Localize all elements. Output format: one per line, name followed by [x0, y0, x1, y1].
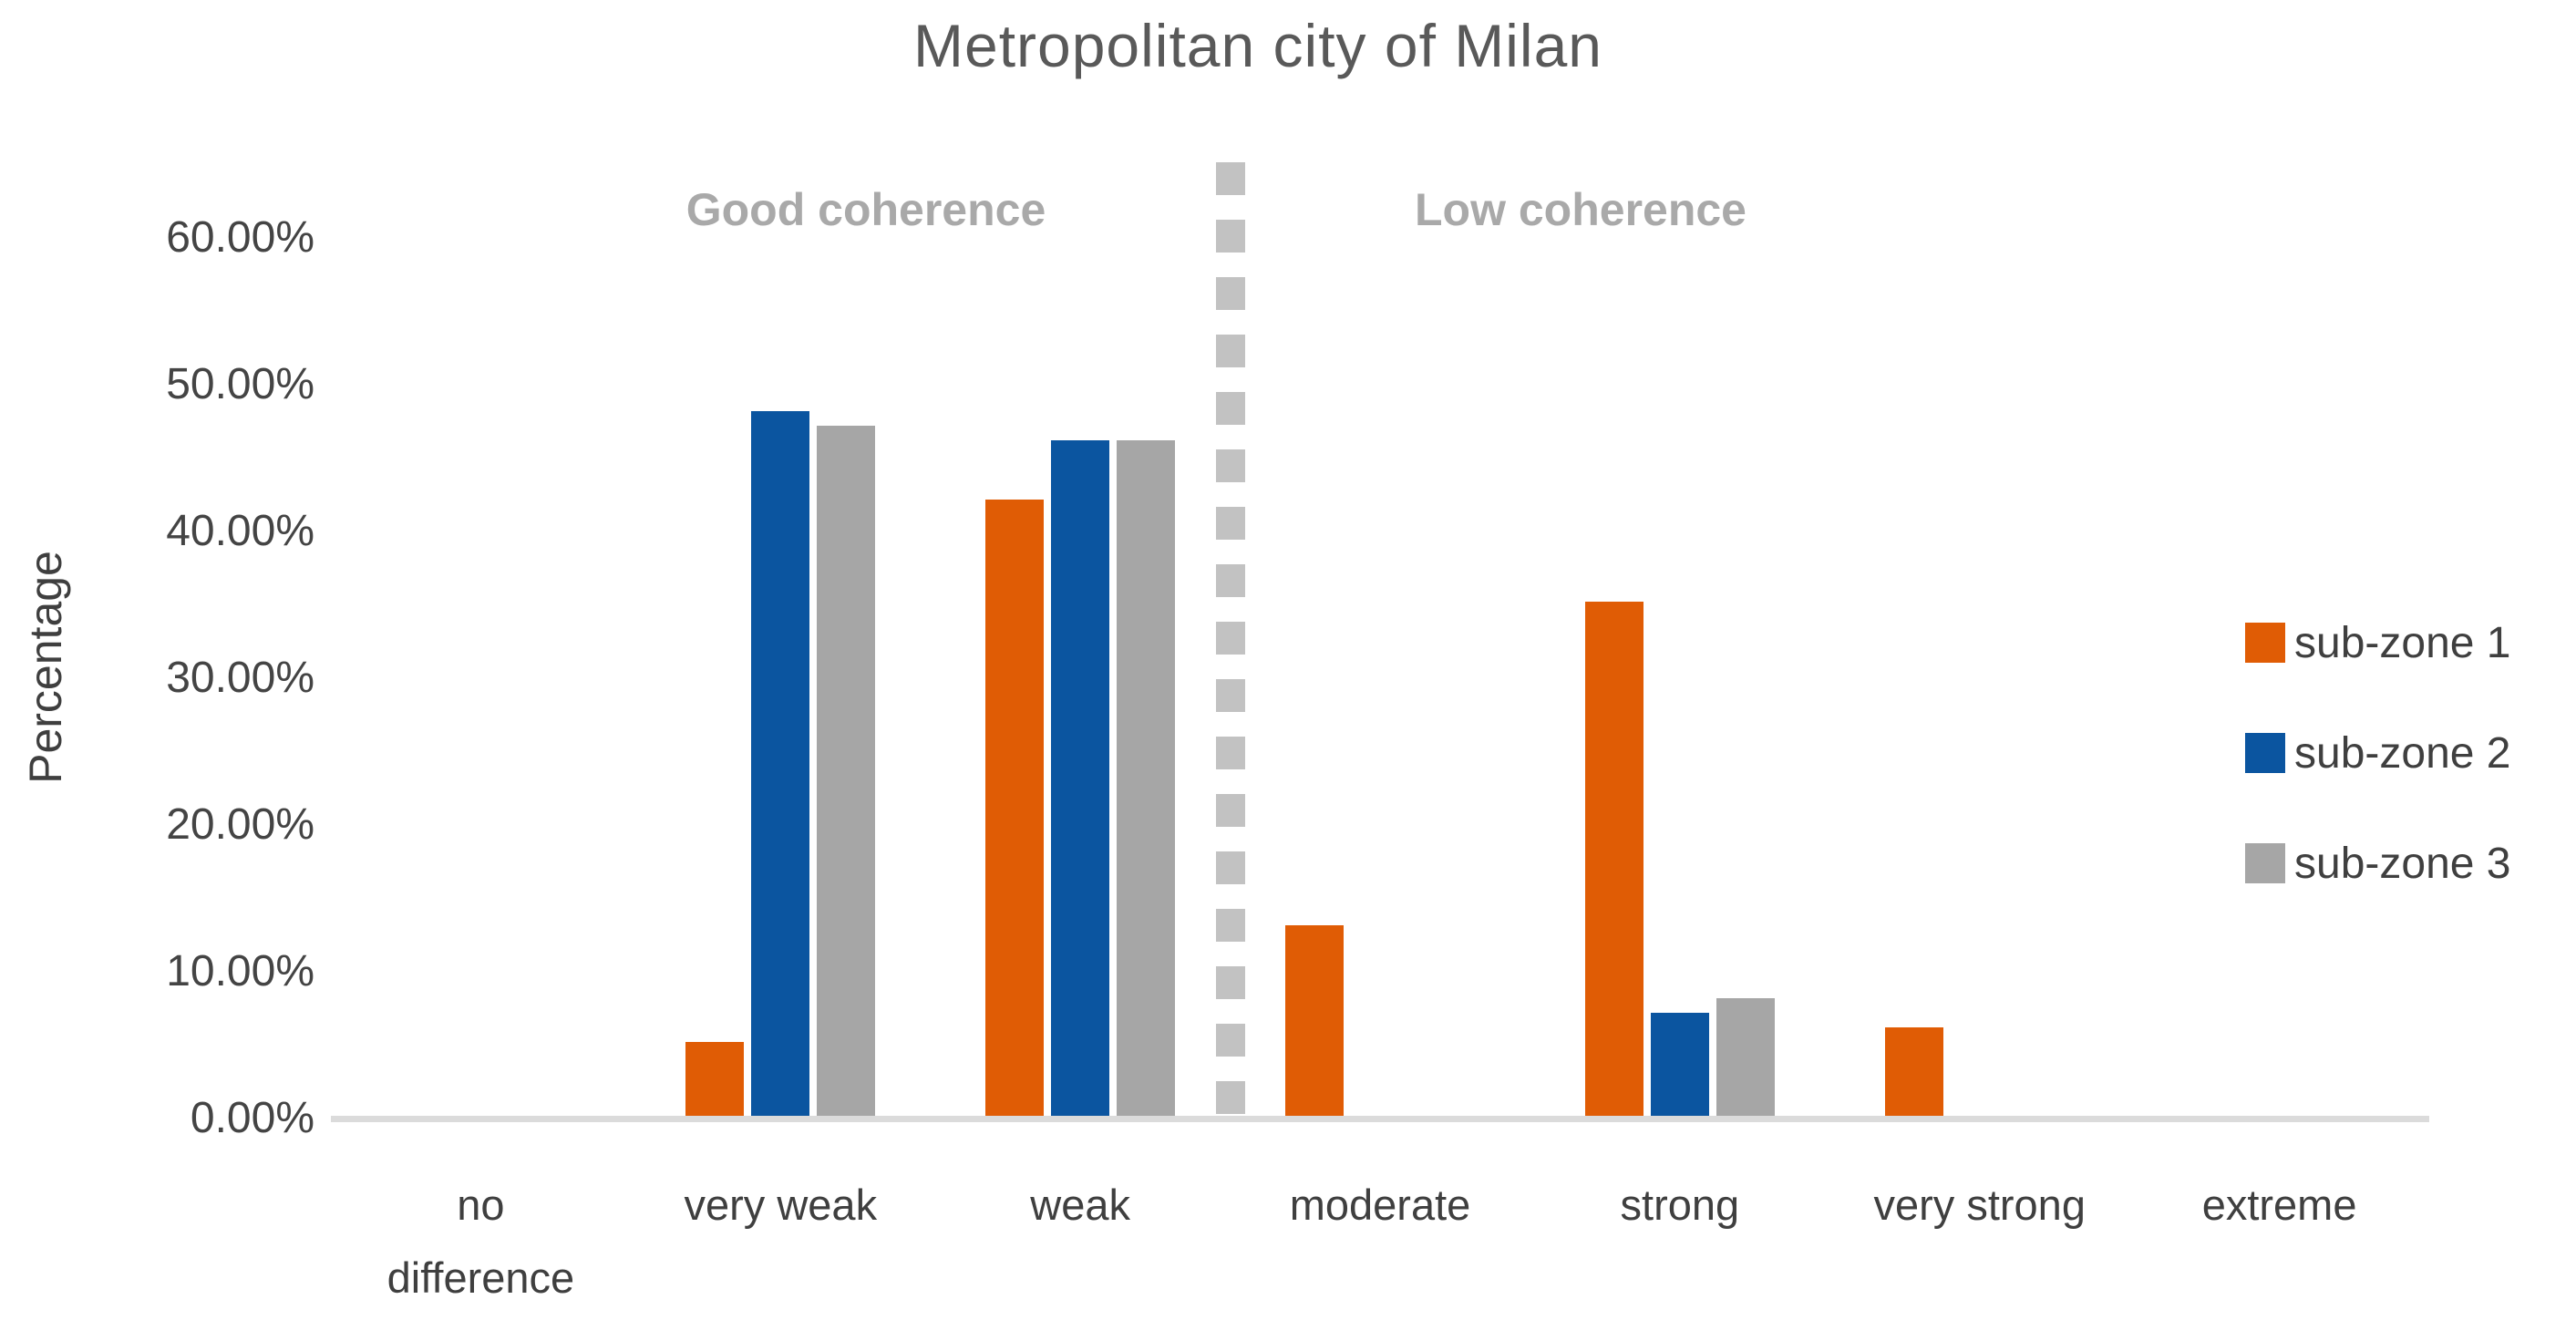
bar-slot [751, 162, 810, 1116]
legend-marker-icon [2245, 733, 2285, 773]
y-tick-label: 30.00% [166, 654, 314, 702]
category-group-very-strong [1829, 162, 2129, 1116]
legend: sub-zone 1 sub-zone 2 sub-zone 3 [2245, 619, 2511, 954]
bar-slot [2016, 162, 2075, 1116]
x-tick-label-weak: weak [931, 1169, 1231, 1315]
y-tick-label: 0.00% [190, 1094, 314, 1142]
bar-slot [1884, 162, 1943, 1116]
legend-item-label: sub-zone 1 [2294, 618, 2511, 667]
bar-slot [2185, 162, 2243, 1116]
category-group-strong [1530, 162, 1829, 1116]
bar-sub-zone-2 [751, 411, 810, 1116]
y-tick-label: 10.00% [166, 947, 314, 995]
x-tick-label-moderate: moderate [1231, 1169, 1530, 1315]
legend-item-sub-zone-3: sub-zone 3 [2245, 840, 2511, 888]
x-tick-label-strong: strong [1530, 1169, 1829, 1315]
category-group-no-difference [331, 162, 631, 1116]
legend-item-sub-zone-1: sub-zone 1 [2245, 619, 2511, 667]
x-tick-label-line: very weak [684, 1181, 878, 1229]
bar-sub-zone-1 [1285, 925, 1344, 1116]
x-tick-label-very-weak: very weak [631, 1169, 931, 1315]
category-group-weak [931, 162, 1231, 1116]
x-tick-label-line: no [457, 1181, 505, 1229]
bar-sub-zone-3 [1716, 998, 1775, 1116]
x-tick-label-very-strong: very strong [1829, 1169, 2129, 1315]
category-group-moderate [1231, 162, 1530, 1116]
bar-sub-zone-1 [1884, 1027, 1943, 1116]
legend-marker-icon [2245, 623, 2285, 663]
bar-slot [1117, 162, 1176, 1116]
x-axis-line [331, 1116, 2429, 1122]
category-group-very-weak [631, 162, 931, 1116]
bar-slot [386, 162, 444, 1116]
legend-item-sub-zone-2: sub-zone 2 [2245, 729, 2511, 778]
x-tick-label-line: difference [386, 1253, 575, 1302]
annotation-good-coherence: Good coherence [685, 184, 1046, 235]
y-tick-label: 60.00% [166, 213, 314, 262]
bar-slot [451, 162, 510, 1116]
x-tick-label-line: strong [1620, 1181, 1740, 1229]
chart-title: Metropolitan city of Milan [913, 12, 1602, 79]
bar-slot [1716, 162, 1775, 1116]
bar-slot [1051, 162, 1110, 1116]
bar-slot [517, 162, 575, 1116]
bar-slot [1584, 162, 1643, 1116]
bar-sub-zone-3 [1117, 440, 1176, 1116]
bar-slot [685, 162, 745, 1116]
x-tick-label-extreme: extreme [2129, 1169, 2429, 1315]
coherence-divider-dashed-line [1216, 162, 1245, 1116]
bar-slot [817, 162, 876, 1116]
bar-sub-zone-1 [685, 1042, 745, 1116]
x-tick-label-line: weak [1030, 1181, 1131, 1229]
bar-sub-zone-2 [1051, 440, 1110, 1116]
bar-sub-zone-2 [1650, 1013, 1709, 1116]
legend-item-label: sub-zone 2 [2294, 728, 2511, 778]
x-tick-label-line: extreme [2201, 1181, 2357, 1229]
x-tick-label-no-difference: no difference [331, 1169, 631, 1315]
bar-slot [1650, 162, 1709, 1116]
annotation-low-coherence: Low coherence [1415, 184, 1747, 235]
bar-slot [1951, 162, 2009, 1116]
plot-area [331, 162, 2429, 1116]
bar-sub-zone-3 [817, 426, 876, 1116]
x-tick-label-line: very strong [1873, 1181, 2086, 1229]
y-axis-tick-labels: 0.00% 10.00% 20.00% 30.00% 40.00% 50.00% 60.00… [0, 0, 314, 1320]
x-tick-label-line: moderate [1289, 1181, 1471, 1229]
bar-sub-zone-1 [1584, 602, 1643, 1116]
y-tick-label: 40.00% [166, 507, 314, 555]
bar-slot [1417, 162, 1475, 1116]
y-tick-label: 20.00% [166, 800, 314, 849]
y-tick-label: 50.00% [166, 360, 314, 408]
legend-marker-icon [2245, 843, 2285, 883]
bar-slot [985, 162, 1045, 1116]
bar-slot [1351, 162, 1409, 1116]
legend-item-label: sub-zone 3 [2294, 839, 2511, 888]
x-axis-tick-labels: no difference very weak weak moderate strong v… [331, 1169, 2429, 1315]
bar-sub-zone-1 [985, 500, 1045, 1116]
bar-slot [1285, 162, 1344, 1116]
